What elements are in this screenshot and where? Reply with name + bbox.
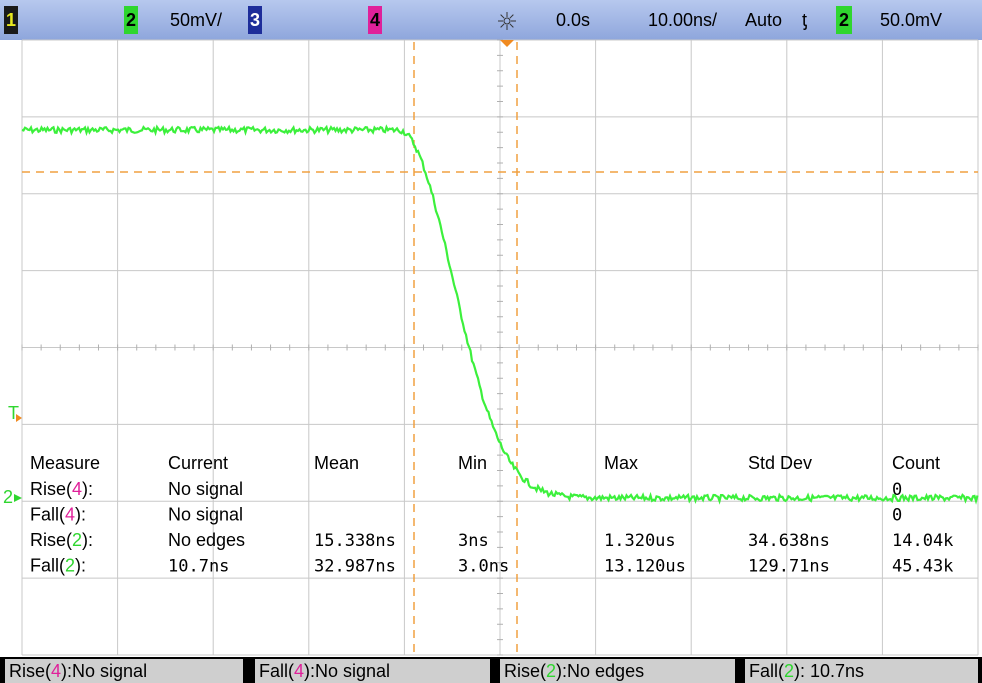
label-part: Rise( xyxy=(30,530,72,550)
label-part: 2 xyxy=(65,555,75,575)
channel-box xyxy=(836,6,852,34)
cell: 3.0ns xyxy=(458,557,509,577)
label-part: 2 xyxy=(72,530,82,550)
channel-box xyxy=(248,6,262,34)
label-part: ): xyxy=(82,479,93,499)
trigger-slope: ƫ xyxy=(802,10,807,30)
cell: 34.638ns xyxy=(748,531,830,551)
header: Measure xyxy=(30,453,100,473)
softkey-part: Fall( xyxy=(749,661,784,681)
ch2-marker: 2 xyxy=(3,487,13,507)
label-part: ): xyxy=(82,530,93,550)
softkey-label: Fall(2): 10.7ns xyxy=(749,661,864,681)
softkey-part: Rise( xyxy=(504,661,546,681)
channel-box xyxy=(4,6,18,34)
measurements: Measure Current Mean Min Max Std Dev Count Rise… xyxy=(30,453,953,577)
trigger-icon xyxy=(498,12,516,30)
ray xyxy=(509,23,514,28)
time-scale: 10.00ns/ xyxy=(648,10,717,30)
softkey-part: 4 xyxy=(294,661,304,681)
header: Min xyxy=(458,453,487,473)
softkey-part: ):No edges xyxy=(556,661,644,681)
softkey-part: Rise( xyxy=(9,661,51,681)
softkey-label: Rise(4):No signal xyxy=(9,661,147,681)
cell: 14.04k xyxy=(892,531,953,551)
softkey-part: 2 xyxy=(546,661,556,681)
label-part: 4 xyxy=(72,479,82,499)
label-part: 4 xyxy=(65,504,75,524)
softkey-part: ): 10.7ns xyxy=(794,661,864,681)
cell: 15.338ns xyxy=(314,531,396,551)
top-bar-items: 1 2 50mV/3 4 0.0s 10.00ns/Auto ƫ 2 50.0mV xyxy=(4,6,942,34)
softkey-label: Fall(4):No signal xyxy=(259,661,390,681)
cell: 3ns xyxy=(458,531,489,551)
cell: No signal xyxy=(168,504,243,524)
header: Count xyxy=(892,453,940,473)
ray xyxy=(500,23,505,28)
softkey-part: 2 xyxy=(784,661,794,681)
cell: 10.7ns xyxy=(168,557,229,577)
channel-label: 2 xyxy=(839,10,849,30)
row-label: Rise(4): xyxy=(30,479,93,499)
softkey xyxy=(500,659,735,683)
row-label: Fall(2): xyxy=(30,555,86,575)
header: Std Dev xyxy=(748,453,812,473)
waveform xyxy=(21,124,979,505)
cell: No signal xyxy=(168,479,243,499)
cell: 0 xyxy=(892,480,902,500)
cell: 0 xyxy=(892,506,902,526)
channel-label: 3 xyxy=(250,10,260,30)
softkey-part: Fall( xyxy=(259,661,294,681)
softkey-part: ):No signal xyxy=(61,661,147,681)
trigger-marker: T xyxy=(8,403,19,423)
channel-box xyxy=(124,6,138,34)
time-delay: 0.0s xyxy=(556,10,590,30)
header: Max xyxy=(604,453,638,473)
trigger-position xyxy=(500,40,514,47)
label-part: Fall( xyxy=(30,504,65,524)
cell: No edges xyxy=(168,530,245,550)
softkey xyxy=(255,659,490,683)
cell: 129.71ns xyxy=(748,557,830,577)
bottom-bar-items: Rise(4):No signal Fall(4):No signal Rise(2… xyxy=(5,659,978,683)
label-part: ): xyxy=(75,504,86,524)
softkey-label: Rise(2):No edges xyxy=(504,661,644,681)
ray xyxy=(509,14,514,19)
header: Mean xyxy=(314,453,359,473)
cell: 45.43k xyxy=(892,557,953,577)
softkey xyxy=(745,659,978,683)
top-bar xyxy=(0,0,982,40)
softkey xyxy=(5,659,243,683)
trigger-arrow xyxy=(16,414,22,422)
label-part: ): xyxy=(75,555,86,575)
softkey-part: ):No signal xyxy=(304,661,390,681)
ch2-arrow xyxy=(14,494,22,502)
label-part: Fall( xyxy=(30,555,65,575)
label-part: Rise( xyxy=(30,479,72,499)
channel-label: 1 xyxy=(6,10,16,30)
channel-box xyxy=(368,6,382,34)
channel-label: 2 xyxy=(126,10,136,30)
row-label: Rise(2): xyxy=(30,530,93,550)
cell: 13.120us xyxy=(604,557,686,577)
graticule xyxy=(21,39,979,656)
cell: 32.987ns xyxy=(314,557,396,577)
row-label: Fall(4): xyxy=(30,504,86,524)
ray xyxy=(500,14,505,19)
softkey-part: 4 xyxy=(51,661,61,681)
header: Current xyxy=(168,453,228,473)
ch2-scale: 50mV/ xyxy=(170,10,222,30)
trigger-mode: Auto xyxy=(745,10,782,30)
graticule-bg xyxy=(0,40,982,657)
center xyxy=(503,17,511,25)
trigger-level: 50.0mV xyxy=(880,10,942,30)
channel-label: 4 xyxy=(370,10,380,30)
cell: 1.320us xyxy=(604,531,676,551)
